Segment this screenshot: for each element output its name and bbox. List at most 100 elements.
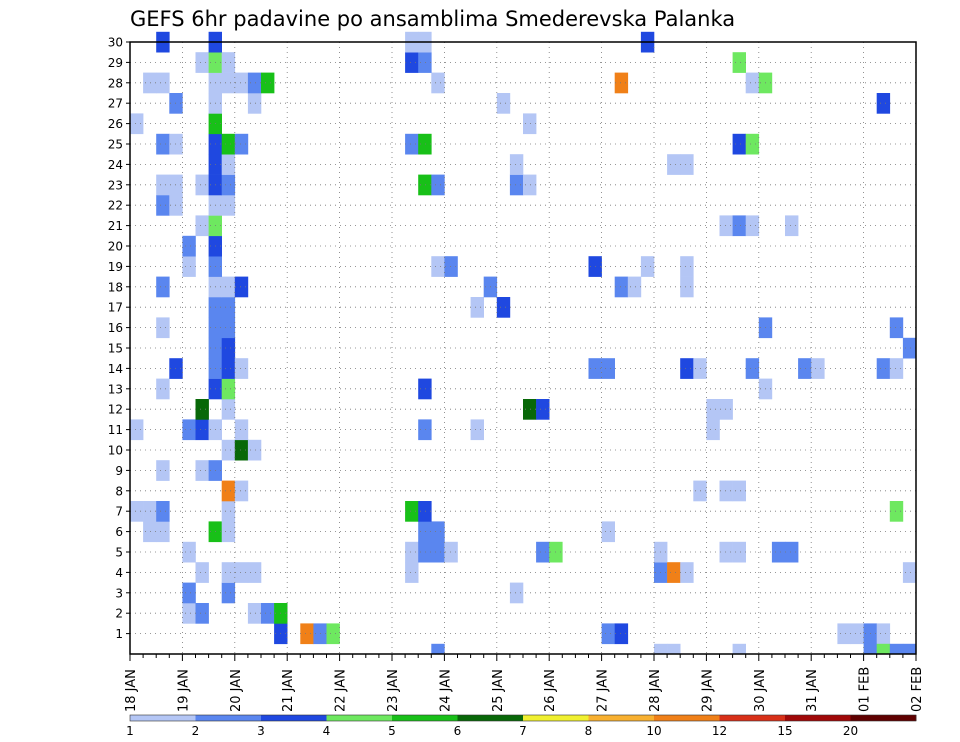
heatmap-cell: [221, 317, 236, 339]
colorbar-label: 5: [388, 724, 396, 738]
heatmap-cell: [719, 541, 733, 563]
heatmap-cell: [785, 215, 799, 237]
heatmap-cell: [221, 72, 236, 94]
heatmap-cell: [902, 337, 917, 359]
heatmap-cell: [627, 276, 642, 298]
heatmap-cell: [234, 276, 249, 298]
heatmap-cell: [863, 643, 877, 655]
y-tick-label: 24: [108, 158, 123, 172]
heatmap-cell: [156, 501, 170, 522]
heatmap-cell: [509, 582, 524, 604]
heatmap-cell: [614, 72, 629, 94]
heatmap-cell: [405, 52, 419, 73]
y-tick-label: 30: [108, 36, 123, 50]
heatmap-cell: [221, 154, 236, 175]
colorbar-label: 1: [126, 724, 134, 738]
colorbar-swatch: [785, 715, 851, 721]
heatmap-cell: [221, 582, 236, 604]
heatmap-cell: [156, 72, 170, 94]
x-tick-label: 18 JAN: [124, 669, 139, 712]
heatmap-cell: [732, 133, 746, 155]
heatmap-cell: [156, 460, 170, 481]
x-tick-label: 22 JAN: [334, 669, 349, 712]
heatmap-cell: [431, 541, 445, 563]
heatmap-cell: [680, 276, 694, 298]
heatmap-cell: [719, 480, 733, 502]
heatmap-cell: [745, 133, 760, 155]
colorbar-swatch: [261, 715, 327, 721]
heatmap-cell: [143, 521, 157, 543]
heatmap-cell: [156, 521, 170, 543]
y-tick-label: 16: [108, 321, 123, 335]
heatmap-cell: [889, 358, 904, 379]
heatmap-cell: [889, 317, 904, 339]
heatmap-cell: [156, 276, 170, 298]
heatmap-cell: [234, 480, 249, 502]
colorbar-label: 3: [257, 724, 265, 738]
heatmap-cell: [680, 256, 694, 277]
heatmap-cell: [889, 501, 904, 522]
heatmap-cell: [667, 562, 681, 583]
heatmap-cell: [234, 72, 249, 94]
heatmap-cell: [195, 52, 209, 73]
heatmap-cell: [261, 72, 275, 94]
heatmap-cell: [195, 215, 209, 237]
heatmap-cell: [667, 154, 681, 175]
heatmap-cell: [247, 562, 262, 583]
heatmap-cell: [221, 52, 236, 73]
heatmap-cell: [745, 358, 760, 379]
y-tick-label: 29: [108, 56, 123, 70]
heatmap-cell: [680, 358, 694, 379]
y-tick-label: 8: [115, 484, 123, 498]
heatmap-cell: [182, 235, 196, 257]
heatmap-cell: [130, 113, 144, 135]
y-tick-label: 23: [108, 178, 123, 192]
x-tick-label: 21 JAN: [281, 669, 296, 712]
colorbar-frame: [129, 714, 917, 722]
heatmap-cell: [418, 419, 432, 441]
heatmap-cell: [195, 603, 209, 624]
y-tick-label: 12: [108, 403, 123, 417]
y-tick-label: 1: [115, 627, 123, 641]
colorbar-swatch: [130, 715, 196, 721]
heatmap-cell: [195, 174, 209, 196]
heatmap-cell: [247, 93, 262, 114]
heatmap-cell: [221, 195, 236, 216]
colorbar-label: 7: [519, 724, 527, 738]
y-tick-label: 28: [108, 76, 123, 90]
y-tick-label: 19: [108, 260, 123, 274]
heatmap-cell: [837, 623, 851, 645]
heatmap-cell: [221, 439, 236, 461]
heatmap-cell: [811, 358, 825, 379]
y-tick-label: 7: [115, 505, 123, 519]
heatmap-cell: [523, 399, 537, 420]
heatmap-cell: [706, 399, 720, 420]
heatmap-cell: [431, 521, 445, 543]
y-tick-label: 27: [108, 97, 123, 111]
x-axis-ticks: 18 JAN 19 JAN 20 JAN 21 JAN 22 JAN 23 JAN 24 J…: [124, 654, 925, 712]
heatmap-cell: [536, 399, 550, 420]
heatmap-cell: [431, 72, 445, 94]
heatmap-cell: [182, 582, 196, 604]
heatmap-cell: [667, 643, 681, 655]
heatmap-cell: [771, 541, 786, 563]
heatmap-cell: [523, 174, 537, 196]
heatmap-cell: [221, 297, 236, 318]
heatmap-cell: [405, 541, 419, 563]
x-tick-label: 25 JAN: [491, 669, 506, 712]
x-tick-label: 31 JAN: [805, 669, 820, 712]
heatmap-cell: [470, 419, 484, 441]
colorbar-swatch: [326, 715, 393, 721]
heatmap-cell: [523, 113, 537, 135]
y-tick-label: 9: [115, 464, 123, 478]
y-tick-label: 5: [115, 546, 123, 560]
heatmap-cell: [444, 541, 458, 563]
heatmap-cell: [496, 297, 511, 318]
heatmap-cell: [221, 133, 236, 155]
heatmap-cell: [221, 174, 236, 196]
x-tick-label: 23 JAN: [386, 669, 401, 712]
heatmap-cell: [234, 133, 249, 155]
heatmap-cell: [247, 72, 262, 94]
heatmap-cell: [405, 562, 419, 583]
